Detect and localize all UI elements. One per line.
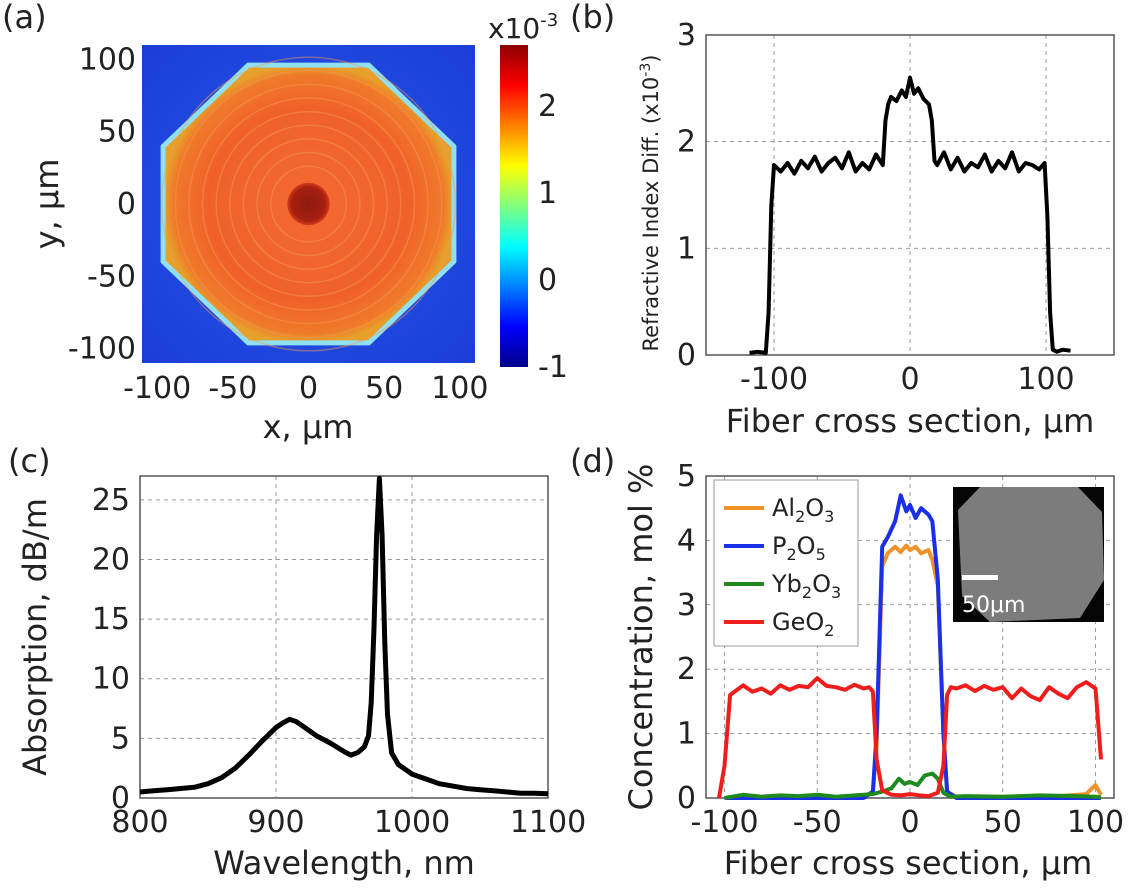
panel-d: (d) -100 -50 0 50 100 5 4 3 2 1 0 Fiber cross sec… <box>570 442 1124 882</box>
inset-image: 50μm <box>953 487 1104 622</box>
heatmap-ring <box>160 56 457 352</box>
heatmap-ring <box>201 97 416 311</box>
y-tick-label: 3 <box>677 18 696 53</box>
legend-d: Al2O3 P2O5 Yb2O3 GeO2 <box>713 479 859 647</box>
inset-scale-bar <box>962 575 998 580</box>
y-axis-label-c: Absorption, dB/m <box>16 498 54 776</box>
y-tick-label: 3 <box>677 588 696 623</box>
x-tick-label: 0 <box>900 362 919 397</box>
series-line-geo2 <box>717 676 1103 799</box>
heatmap-ring <box>256 151 361 257</box>
panel-a: (a) -100 -50 0 50 100 100 50 0 -50 -100 x, µm y,… <box>2 0 568 446</box>
series-line-yb2o3 <box>724 771 1102 800</box>
legend-label-geo2: GeO2 <box>772 608 834 640</box>
x-tick-label: 1000 <box>374 805 450 840</box>
panel-label-b: (b) <box>570 0 615 36</box>
y-tick-label: 0 <box>111 781 130 816</box>
y-tick-label: 10 <box>92 662 130 697</box>
y-tick-label-a: 100 <box>79 42 136 77</box>
colorbar-scale: x10-3 <box>488 10 558 45</box>
heatmap-ring <box>229 124 388 284</box>
heatmap-rings <box>160 56 457 352</box>
y-tick-label: 5 <box>111 721 130 756</box>
legend-label-p2o5: P2O5 <box>772 532 826 564</box>
x-tick-label-a: 50 <box>365 371 403 406</box>
heatmap-core <box>287 182 330 226</box>
panel-label-a: (a) <box>2 0 47 36</box>
colorbar-tick-label: 2 <box>538 89 557 124</box>
y-tick-label: 0 <box>677 338 696 373</box>
x-axis-label-c: Wavelength, nm <box>213 844 475 882</box>
y-tick-label: 2 <box>677 652 696 687</box>
y-tick-label: 20 <box>92 542 130 577</box>
x-tick-label: -100 <box>690 805 758 840</box>
x-tick-label: 50 <box>984 805 1022 840</box>
y-tick-label: 4 <box>677 523 696 558</box>
heatmap-ring <box>242 138 375 270</box>
x-tick-label-a: 0 <box>299 371 318 406</box>
y-tick-label: 15 <box>92 602 130 637</box>
y-axis-label-a: y, µm <box>28 159 66 250</box>
x-tick-label-a: 100 <box>431 371 488 406</box>
x-tick-label-a: -100 <box>123 371 191 406</box>
y-tick-label-a: -100 <box>68 332 136 367</box>
x-tick-label: 1100 <box>510 805 586 840</box>
panel-c: (c) 800 900 1000 1100 25 20 15 10 5 0 Wavelength… <box>8 442 586 882</box>
y-tick-label: 0 <box>677 781 696 816</box>
panel-label-c: (c) <box>8 442 51 480</box>
heatmap-ring <box>188 83 429 325</box>
x-axis-label-a: x, µm <box>263 408 354 446</box>
x-axis-label-b: Fiber cross section, µm <box>726 402 1095 440</box>
y-tick-label: 25 <box>92 483 130 518</box>
panel-label-d: (d) <box>570 442 615 480</box>
legend-label-yb2o3: Yb2O3 <box>771 570 841 602</box>
colorbar-tick-label: 1 <box>538 176 557 211</box>
y-tick-label: 2 <box>677 125 696 160</box>
y-tick-label-a: 0 <box>117 187 136 222</box>
x-tick-label-a: -50 <box>208 371 257 406</box>
legend-label-al2o3: Al2O3 <box>772 494 834 526</box>
colorbar-tick-label: 0 <box>538 263 557 298</box>
x-axis-label-d: Fiber cross section, µm <box>724 844 1093 882</box>
x-tick-label: 900 <box>247 805 304 840</box>
colorbar <box>500 45 528 367</box>
plot-frame-d <box>705 475 1115 799</box>
y-axis-label-b: Refractive Index Diff. (x10-3) <box>638 55 663 352</box>
y-tick-label-a: 50 <box>98 115 136 150</box>
y-tick-label: 5 <box>677 459 696 494</box>
y-tick-label: 1 <box>677 231 696 266</box>
x-tick-label: 800 <box>111 805 168 840</box>
plot-frame-c <box>139 475 549 799</box>
panel-b: (b) -100 0 100 3 2 1 0 Fiber cross section, µ… <box>570 0 1115 440</box>
heatmap-ring <box>269 165 348 243</box>
y-axis-label-d: Concentration, mol % <box>622 464 660 811</box>
series-line-index profile <box>749 75 1071 355</box>
heatmap-ring <box>174 70 443 338</box>
y-tick-label-a: -50 <box>87 259 136 294</box>
x-tick-label: 0 <box>900 805 919 840</box>
series-line-absorption <box>139 475 549 797</box>
heatmap-ring <box>215 110 402 298</box>
colorbar-tick-label: -1 <box>538 350 568 385</box>
x-tick-label: 100 <box>1017 362 1074 397</box>
y-tick-label: 1 <box>677 717 696 752</box>
inset-fiber <box>958 487 1104 622</box>
x-tick-label: -50 <box>793 805 842 840</box>
plot-frame-b <box>705 34 1115 356</box>
inset-scale-label: 50μm <box>962 593 1025 618</box>
x-tick-label: 100 <box>1067 805 1124 840</box>
x-tick-label: -100 <box>740 362 808 397</box>
